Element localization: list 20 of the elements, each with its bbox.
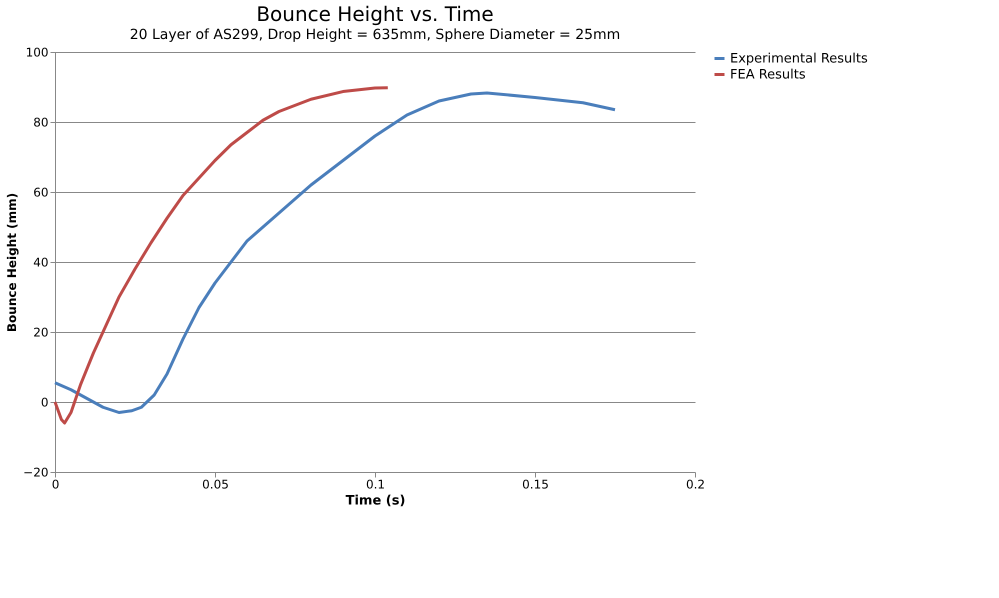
y-tick-label: 20 [33,326,48,340]
line-series [54,91,616,414]
x-tick-label: 0 [52,478,60,492]
x-tick-label: 0.15 [522,478,549,492]
y-axis-title: Bounce Height (mm) [5,192,20,332]
legend-label: FEA Results [730,68,806,82]
line-series [54,86,390,424]
x-axis-title: Time (s) [346,494,406,508]
chart-subtitle: 20 Layer of AS299, Drop Height = 635mm, Sphere Diameter = 25mm [130,27,620,43]
chart-title: Bounce Height vs. Time [256,2,494,26]
x-tick-label: 0.05 [202,478,229,492]
y-tick-label: 0 [40,396,48,410]
x-tick-label: 0.1 [366,478,386,492]
y-tick-label: 80 [33,116,48,130]
y-tick-label: 40 [33,256,48,270]
legend-label: Experimental Results [730,52,868,66]
y-tick-label: 100 [26,46,48,60]
y-tick-label: 60 [33,186,48,200]
y-tick-label: −20 [23,466,48,480]
x-tick-label: 0.2 [686,478,706,492]
